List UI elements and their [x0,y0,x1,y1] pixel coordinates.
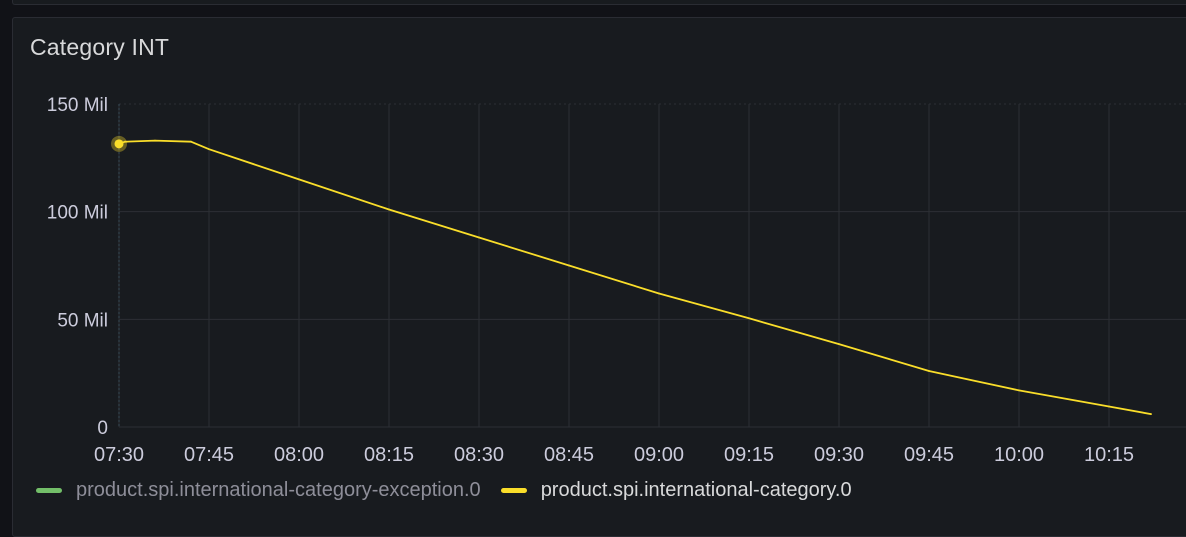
y-tick-label: 150 Mil [47,95,108,116]
y-tick-label: 100 Mil [47,203,108,224]
x-tick-label: 08:00 [274,444,324,466]
hover-point [114,139,124,149]
data-point [190,140,192,143]
legend-swatch [36,487,62,493]
data-point [208,148,210,151]
data-point [298,178,300,181]
x-tick-label: 08:15 [364,444,414,466]
data-point [658,292,660,295]
y-tick-label: 0 [97,418,108,439]
data-point [124,140,126,143]
x-tick-label: 07:30 [94,444,144,466]
previous-panel-edge [12,0,1186,5]
x-tick-label: 10:15 [1084,444,1134,466]
top-bar [0,0,1186,10]
x-tick-label: 10:00 [994,444,1044,466]
series-line [118,139,1152,415]
data-point [1150,413,1152,415]
x-tick-label: 07:45 [184,444,234,466]
x-tick-label: 09:45 [904,444,954,466]
legend-item[interactable]: product.spi.international-category-excep… [36,479,481,502]
data-point [478,236,480,239]
data-point [154,139,156,142]
data-point [388,208,390,211]
legend-swatch [500,487,527,493]
x-tick-label: 09:15 [724,444,774,466]
data-point [1018,389,1020,392]
chart-legend: product.spi.international-category-excep… [36,478,872,502]
panel-title[interactable]: Category INT [30,34,170,60]
x-tick-label: 08:30 [454,444,504,466]
x-tick-label: 08:45 [544,444,594,466]
data-point [1108,405,1110,408]
legend-label[interactable]: product.spi.international-category-excep… [76,478,481,501]
y-tick-label: 50 Mil [57,310,108,331]
data-point [928,370,930,372]
x-tick-label: 09:00 [634,444,684,466]
x-tick-label: 09:30 [814,444,864,466]
data-point [838,343,840,345]
legend-label[interactable]: product.spi.international-category.0 [540,478,852,501]
data-point [568,264,570,267]
legend-item[interactable]: product.spi.international-category.0 [500,478,852,502]
data-point [748,317,750,320]
